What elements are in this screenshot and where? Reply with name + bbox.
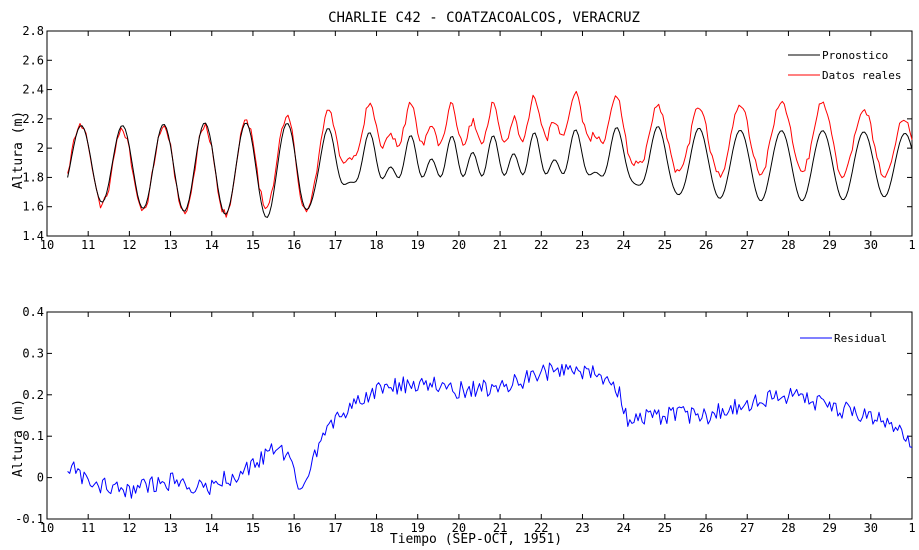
top-axes-ticks: 10 11 12 13 14 15 16 17 18 19 20 21 22 23 24 25 26 27 28 29…	[22, 24, 915, 252]
bottom-y-axis-label: Altura (m)	[11, 399, 26, 477]
x-tick-label: 30	[864, 238, 878, 252]
x-tick-label: 10	[40, 521, 54, 535]
x-tick-label: 13	[163, 238, 177, 252]
x-tick-label: 30	[864, 521, 878, 535]
y-tick-label: 0	[37, 471, 44, 485]
x-tick-label: 10	[40, 238, 54, 252]
chart-title: CHARLIE C42 - COATZACOALCOS, VERACRUZ	[328, 10, 640, 26]
x-tick-label: 29	[822, 238, 836, 252]
y-tick-label: 0.2	[22, 388, 44, 402]
x-tick-label: 14	[205, 238, 219, 252]
series-pronostico	[67, 122, 913, 218]
x-tick-label: 27	[740, 238, 754, 252]
series-datos-reales	[67, 90, 913, 218]
x-tick-label: 24	[616, 238, 630, 252]
x-tick-label: 21	[493, 238, 507, 252]
series-residual	[67, 362, 913, 499]
top-y-axis-label: Altura (m)	[11, 111, 26, 189]
x-tick-label: 26	[699, 238, 713, 252]
x-tick-label: 24	[616, 521, 630, 535]
x-tick-label: 23	[575, 521, 589, 535]
y-tick-label: 2.2	[22, 112, 44, 126]
y-tick-label: 1.8	[22, 170, 44, 184]
x-tick-label: 11	[81, 238, 95, 252]
y-tick-label: 0.1	[22, 429, 44, 443]
x-tick-label: 12	[122, 238, 136, 252]
x-tick-label: 21	[493, 521, 507, 535]
y-tick-label: 1.6	[22, 200, 44, 214]
y-tick-label: 2.4	[22, 83, 44, 97]
x-tick-label: 19	[410, 521, 424, 535]
x-tick-label: 28	[781, 238, 795, 252]
x-tick-label: 18	[369, 521, 383, 535]
y-tick-label: 2	[37, 141, 44, 155]
x-axis-label: Tiempo (SEP-OCT, 1951)	[390, 532, 562, 547]
x-tick-label: 12	[122, 521, 136, 535]
bottom-legend: Residual	[800, 332, 887, 345]
x-tick-label: 22	[534, 521, 548, 535]
top-axes-frame	[46, 30, 913, 237]
x-tick-label: 14	[205, 521, 219, 535]
x-tick-label: 13	[163, 521, 177, 535]
y-tick-label: 2.8	[22, 24, 44, 38]
x-tick-label: 20	[452, 238, 466, 252]
x-tick-label: 28	[781, 521, 795, 535]
x-tick-label: 18	[369, 238, 383, 252]
x-tick-label: 15	[246, 521, 260, 535]
x-tick-label: 17	[328, 238, 342, 252]
bottom-axes-ticks: 10 11 12 13 14 15 16 17 18 19 20 21 22 23 24 25 26 27 28 29…	[15, 305, 916, 535]
x-tick-label: 17	[328, 521, 342, 535]
x-tick-label: 25	[658, 238, 672, 252]
x-tick-label: 1	[908, 521, 915, 535]
top-axes-series	[67, 90, 913, 218]
legend-label-residual: Residual	[834, 332, 887, 345]
y-tick-label: -0.1	[15, 512, 44, 526]
x-tick-label: 20	[452, 521, 466, 535]
x-tick-label: 11	[81, 521, 95, 535]
top-legend: Pronostico Datos reales	[788, 49, 901, 82]
x-tick-label: 15	[246, 238, 260, 252]
x-tick-label: 26	[699, 521, 713, 535]
top-axes: 10 11 12 13 14 15 16 17 18 19 20 21 22 23 24 25 26 27 28 29…	[11, 24, 916, 252]
legend-label-datos-reales: Datos reales	[822, 69, 901, 82]
bottom-axes-series	[67, 362, 913, 499]
y-tick-label: 1.4	[22, 229, 44, 243]
x-tick-label: 19	[410, 238, 424, 252]
x-tick-label: 16	[287, 521, 301, 535]
bottom-axes-frame	[46, 311, 913, 520]
x-tick-label: 23	[575, 238, 589, 252]
y-tick-label: 0.3	[22, 346, 44, 360]
x-tick-label: 16	[287, 238, 301, 252]
bottom-axes: 10 11 12 13 14 15 16 17 18 19 20 21 22 23 24 25 26 27 28 29…	[11, 305, 916, 547]
y-tick-label: 0.4	[22, 305, 44, 319]
legend-label-pronostico: Pronostico	[822, 49, 888, 62]
x-tick-label: 29	[822, 521, 836, 535]
x-tick-label: 25	[658, 521, 672, 535]
x-tick-label: 22	[534, 238, 548, 252]
x-tick-label: 27	[740, 521, 754, 535]
x-tick-label: 1	[908, 238, 915, 252]
y-tick-label: 2.6	[22, 53, 44, 67]
